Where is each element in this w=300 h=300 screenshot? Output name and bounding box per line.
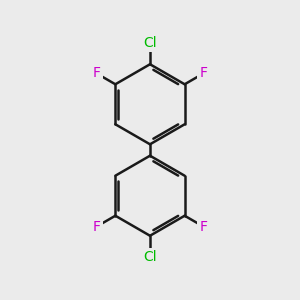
Text: F: F — [92, 66, 101, 80]
Text: Cl: Cl — [143, 250, 157, 265]
Text: Cl: Cl — [143, 35, 157, 50]
Text: F: F — [92, 220, 101, 234]
Text: F: F — [200, 220, 208, 234]
Text: F: F — [200, 66, 208, 80]
